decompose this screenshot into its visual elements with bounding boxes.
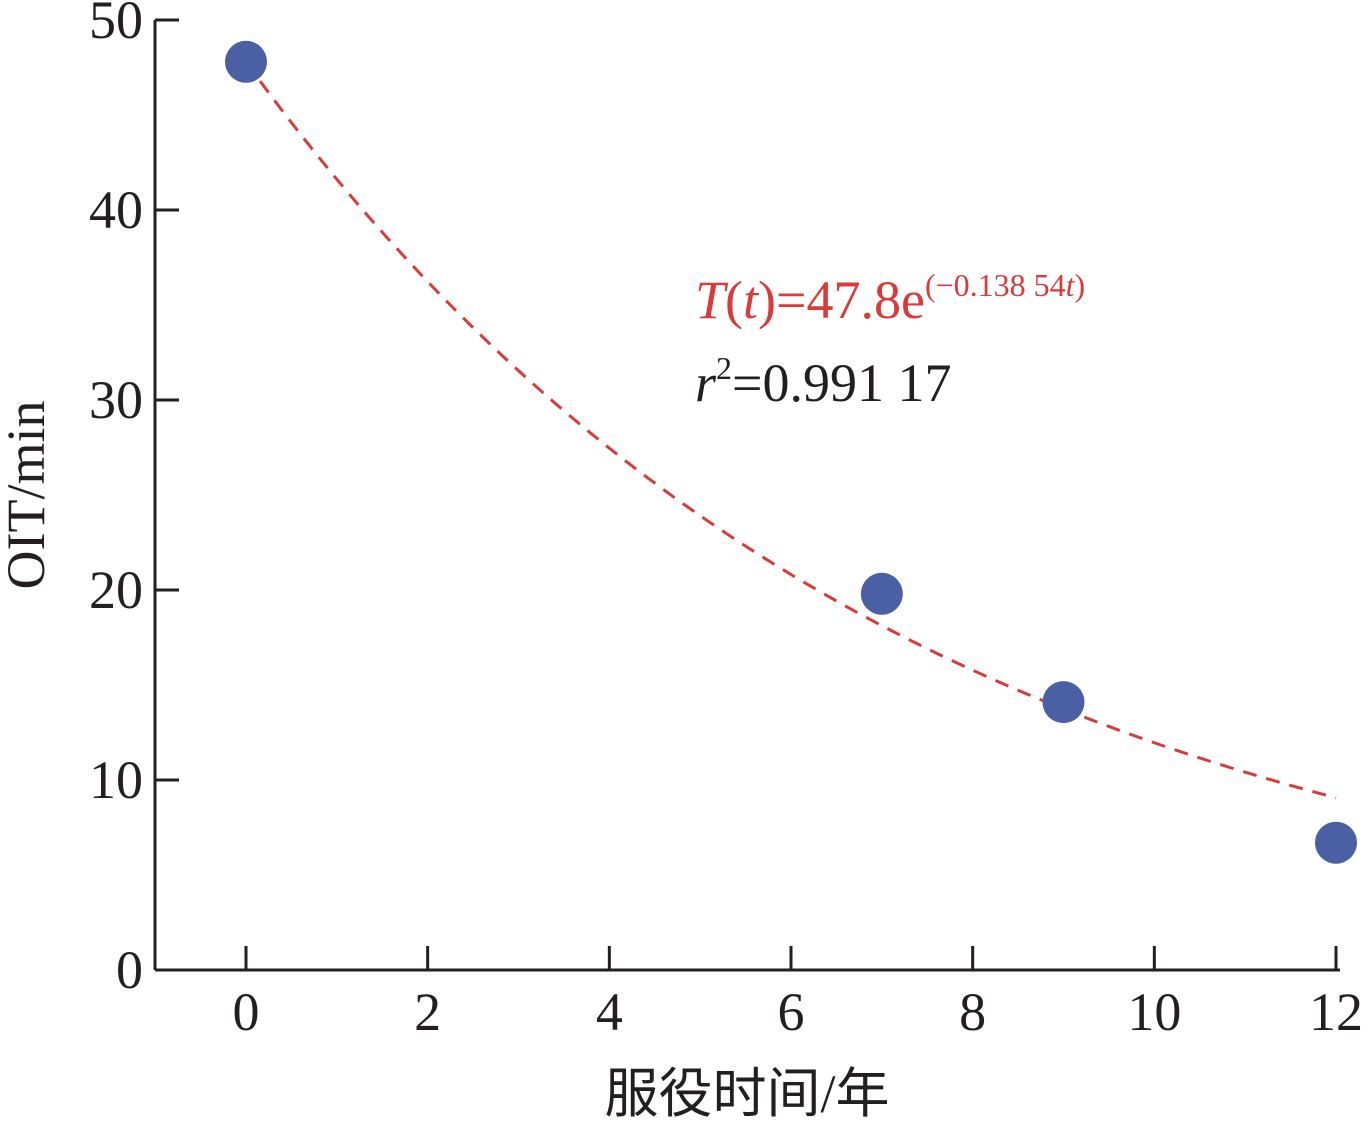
equation-label: T(t)=47.8e(−0.138 54t) — [695, 267, 1085, 330]
equation-close: ) — [758, 270, 776, 330]
y-tick-label: 30 — [89, 370, 143, 430]
equation-rhs: =47.8e — [776, 270, 925, 330]
x-tick-label: 8 — [959, 982, 986, 1042]
x-tick-label: 0 — [233, 982, 260, 1042]
equation-exponent: (−0.138 54 — [925, 267, 1066, 303]
y-tick-label: 40 — [89, 180, 143, 240]
x-tick-label: 4 — [596, 982, 623, 1042]
r-squared-r: r — [695, 353, 717, 413]
x-ticks: 0 2 4 6 8 10 12 — [233, 946, 1363, 1042]
equation-t: t — [743, 270, 760, 330]
x-tick-label: 10 — [1127, 982, 1181, 1042]
x-axis-title: 服役时间/年 — [604, 1064, 889, 1121]
y-axis-title: OIT/min — [0, 401, 56, 590]
equation-exponent-t: t — [1066, 267, 1076, 303]
y-ticks: 0 10 20 30 40 50 — [89, 0, 179, 1000]
y-tick-label: 50 — [89, 0, 143, 50]
equation-exponent-close: ) — [1075, 267, 1086, 303]
r-squared-sup: 2 — [716, 350, 732, 386]
y-tick-label: 20 — [89, 560, 143, 620]
data-point — [225, 40, 267, 83]
y-tick-label: 0 — [116, 940, 143, 1000]
r-squared-label: r2=0.991 17 — [695, 350, 951, 413]
data-point — [1042, 681, 1085, 724]
x-tick-label: 2 — [414, 982, 441, 1042]
data-point — [1315, 821, 1357, 864]
x-tick-label: 6 — [778, 982, 805, 1042]
x-tick-label: 12 — [1309, 982, 1363, 1042]
fit-curve — [244, 60, 1337, 800]
axes — [153, 20, 1340, 972]
data-point — [860, 572, 903, 615]
equation-T: T — [695, 270, 729, 330]
y-tick-label: 10 — [89, 750, 143, 810]
r-squared-value: =0.991 17 — [732, 353, 951, 413]
equation-open: ( — [725, 270, 743, 330]
data-points — [225, 40, 1357, 864]
